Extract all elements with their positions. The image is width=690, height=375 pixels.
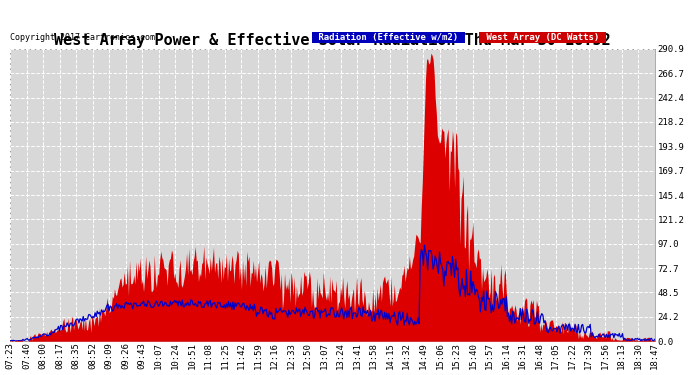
Text: West Array (DC Watts): West Array (DC Watts): [481, 33, 604, 42]
Title: West Array Power & Effective Solar Radiation Thu Mar 30 18:52: West Array Power & Effective Solar Radia…: [54, 32, 611, 48]
Text: Radiation (Effective w/m2): Radiation (Effective w/m2): [313, 33, 464, 42]
Text: Copyright 2017 Cartronics.com: Copyright 2017 Cartronics.com: [10, 33, 155, 42]
